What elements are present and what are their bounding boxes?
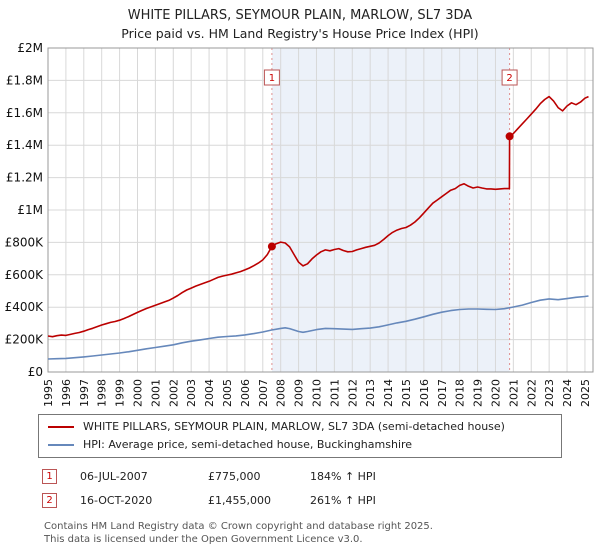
x-tick-label: 2025 (579, 379, 592, 407)
sale-flag-1 (263, 69, 280, 86)
price-history-chart: 1 2 £0 £200K £400K £600K £800K £1M £1.2M £1.4M £1.… (0, 41, 600, 414)
sale-1-hpi-delta: 184% ↑ HPI (310, 470, 376, 483)
x-tick-label: 1998 (96, 379, 109, 407)
sale-flag-2 (501, 69, 518, 86)
x-tick-label: 1996 (60, 379, 73, 407)
property-price-line (47, 95, 589, 338)
y-tick-label: £1.4M (6, 138, 43, 152)
sale-2-flag: 2 (42, 493, 57, 508)
sale-annotations: 1 06-JUL-2007 £775,000 184% ↑ HPI 2 16-O… (42, 469, 600, 508)
legend-hpi-label: HPI: Average price, semi-detached house,… (83, 438, 413, 451)
price-chart-svg: 1 2 £0 £200K £400K £600K £800K £1M £1.2M £1.4M £1.… (5, 41, 594, 407)
y-tick-label: £800K (5, 235, 45, 249)
license-footer: Contains HM Land Registry data © Crown c… (44, 521, 600, 546)
x-tick-label: 2021 (507, 379, 520, 407)
legend-item-property: WHITE PILLARS, SEYMOUR PLAIN, MARLOW, SL… (48, 420, 552, 434)
x-tick-label: 2009 (293, 379, 306, 407)
x-tick-label: 2005 (221, 379, 234, 407)
sale-flag-number-1: 1 (269, 73, 275, 84)
sale-2-date: 16-OCT-2020 (80, 494, 153, 507)
x-tick-label: 1997 (78, 379, 91, 407)
x-tick-label: 2008 (275, 379, 288, 407)
y-tick-label: £1M (17, 203, 43, 217)
x-tick-label: 2013 (364, 379, 377, 407)
x-tick-label: 2000 (131, 379, 144, 407)
x-tick-label: 2003 (185, 379, 198, 407)
y-tick-label: £1.8M (6, 73, 43, 87)
y-tick-label: £400K (5, 300, 45, 314)
sale-marker-2 (505, 132, 514, 141)
x-tick-label: 2010 (310, 379, 323, 407)
sale-1-price: £775,000 (208, 470, 261, 483)
x-tick-label: 2001 (149, 379, 162, 407)
sale-2-price: £1,455,000 (208, 494, 271, 507)
x-tick-label: 2014 (382, 379, 395, 407)
x-tick-label: 2020 (489, 379, 502, 407)
y-tick-label: £0 (28, 365, 43, 379)
x-tick-label: 2004 (203, 379, 216, 407)
footer-line-1: Contains HM Land Registry data © Crown c… (44, 521, 433, 532)
sale-1-date: 06-JUL-2007 (80, 470, 148, 483)
legend-item-hpi: HPI: Average price, semi-detached house,… (48, 438, 552, 452)
y-tick-label: £1.6M (6, 106, 43, 120)
legend-property-label: WHITE PILLARS, SEYMOUR PLAIN, MARLOW, SL… (83, 420, 505, 433)
hpi-line (47, 295, 589, 360)
sale-2-hpi-delta: 261% ↑ HPI (310, 494, 376, 507)
chart-legend: WHITE PILLARS, SEYMOUR PLAIN, MARLOW, SL… (38, 414, 562, 458)
x-tick-label: 2024 (561, 379, 574, 407)
x-tick-label: 2019 (472, 379, 485, 407)
sale-annotation-1: 1 06-JUL-2007 £775,000 184% ↑ HPI (42, 469, 600, 484)
y-tick-label: £200K (5, 333, 45, 347)
sale-1-flag: 1 (42, 469, 57, 484)
x-tick-label: 2002 (167, 379, 180, 407)
x-tick-label: 2017 (436, 379, 449, 407)
plot-border (47, 47, 594, 373)
x-tick-label: 2022 (525, 379, 538, 407)
property-line-swatch (48, 426, 74, 428)
x-tick-label: 1999 (114, 379, 127, 407)
sale-marker-1 (267, 242, 276, 251)
page-title: WHITE PILLARS, SEYMOUR PLAIN, MARLOW, SL… (127, 8, 473, 23)
y-tick-label: £2M (17, 42, 43, 55)
x-tick-label: 2023 (543, 379, 556, 407)
page-subtitle: Price paid vs. HM Land Registry's House … (121, 26, 479, 41)
y-tick-label: £1.2M (6, 171, 43, 185)
sale-annotation-2: 2 16-OCT-2020 £1,455,000 261% ↑ HPI (42, 493, 600, 508)
x-tick-label: 2016 (418, 379, 431, 407)
x-tick-label: 2015 (400, 379, 413, 407)
x-tick-label: 2012 (346, 379, 359, 407)
y-tick-label: £600K (5, 268, 45, 282)
x-tick-label: 2007 (257, 379, 270, 407)
hpi-line-swatch (48, 444, 74, 446)
x-tick-label: 2011 (328, 379, 341, 407)
footer-line-2: This data is licensed under the Open Gov… (44, 533, 363, 545)
sale-flag-number-2: 2 (506, 73, 512, 84)
x-tick-label: 2006 (239, 379, 252, 407)
x-tick-label: 2018 (454, 379, 467, 407)
x-tick-label: 1995 (42, 379, 55, 407)
